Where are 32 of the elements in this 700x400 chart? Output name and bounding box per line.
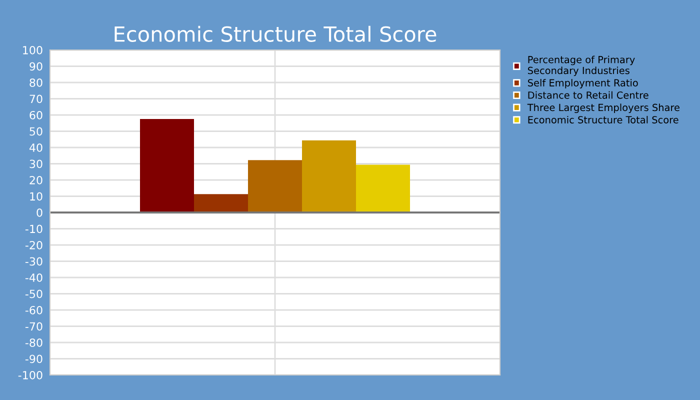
y-tick-label: -20: [25, 240, 42, 250]
y-tick-label: 80: [30, 78, 42, 87]
y-tick-label: 60: [30, 110, 42, 120]
legend-label: Distance to Retail Centre: [528, 91, 648, 99]
y-tick-label: 0: [36, 208, 42, 217]
bar: [140, 119, 194, 212]
y-tick-label: -60: [25, 306, 42, 314]
y-tick-label: 70: [30, 94, 42, 104]
bar: [302, 140, 356, 212]
bar: [356, 164, 410, 212]
y-tick-label: -10: [25, 224, 42, 234]
y-tick-label: 100: [23, 46, 42, 54]
bar: [248, 160, 302, 212]
chart-title: Economic Structure Total Score: [114, 26, 436, 42]
y-tick-label: -80: [25, 338, 42, 347]
legend-label: Self Employment Ratio: [528, 78, 638, 88]
y-tick-label: 20: [30, 176, 42, 184]
y-tick-label: 10: [30, 192, 42, 201]
y-tick-label: -40: [25, 273, 42, 282]
legend-label: Economic Structure Total Score: [528, 116, 678, 124]
y-tick-label: -100: [18, 370, 42, 380]
bar: [194, 194, 248, 212]
legend-label: Three Largest Employers Share: [527, 104, 680, 114]
y-tick-label: 50: [30, 127, 42, 136]
y-tick-label: -30: [25, 257, 42, 266]
y-tick-label: -50: [25, 290, 42, 298]
y-tick-label: -70: [25, 322, 42, 331]
y-tick-label: 90: [30, 62, 42, 71]
legend-label: Percentage of Primary Secondary Industries: [528, 56, 635, 76]
y-tick-label: -90: [25, 354, 42, 364]
y-tick-label: 40: [29, 143, 42, 152]
y-tick-label: 30: [30, 160, 42, 168]
